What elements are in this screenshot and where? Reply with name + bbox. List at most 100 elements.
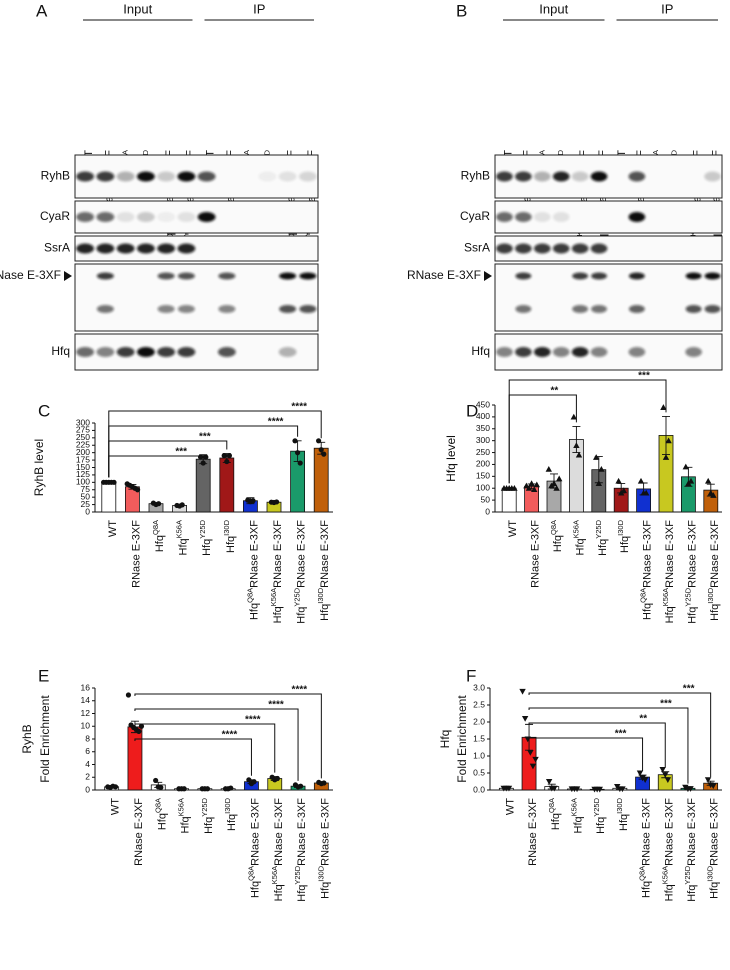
data-point bbox=[226, 453, 232, 459]
y-tick-label: 300 bbox=[76, 417, 90, 427]
y-axis-label: Fold Enrichment bbox=[38, 695, 52, 783]
label-name: Hfq bbox=[618, 814, 630, 831]
x-tick-label: HfqY25D bbox=[198, 519, 213, 555]
label-superscript: Y25D bbox=[200, 797, 209, 816]
label-name: Hfq bbox=[273, 884, 285, 901]
data-point bbox=[153, 777, 159, 784]
band bbox=[96, 212, 115, 222]
band bbox=[515, 212, 532, 222]
band bbox=[591, 305, 607, 313]
data-point bbox=[533, 481, 540, 488]
x-tick-label: HfqQ8A bbox=[547, 798, 562, 830]
bar bbox=[501, 487, 517, 513]
y-tick-label: 1.5 bbox=[473, 733, 485, 743]
label-superscript: K56A bbox=[571, 520, 580, 538]
label-name: Hfq bbox=[709, 882, 721, 899]
band bbox=[533, 243, 551, 254]
row-label: CyaR bbox=[460, 209, 490, 223]
data-point bbox=[545, 466, 552, 472]
y-tick-label: 0 bbox=[85, 784, 90, 794]
data-point bbox=[519, 688, 526, 695]
label-name: Hfq bbox=[640, 881, 652, 898]
band bbox=[218, 305, 236, 313]
x-tick-label: RNase E-3XF bbox=[527, 798, 539, 866]
x-tick-label: HfqQ8ARNase E-3XF bbox=[246, 798, 261, 898]
y-tick-label: 0.5 bbox=[473, 767, 485, 777]
y-tick-label: 300 bbox=[476, 435, 490, 445]
data-point bbox=[550, 480, 558, 487]
x-tick-label: HfqQ8ARNase E-3XF bbox=[639, 520, 654, 620]
label-superscript: Y25D bbox=[198, 519, 207, 538]
data-point bbox=[298, 783, 304, 789]
label-suffix: RNase E-3XF bbox=[709, 520, 721, 588]
band bbox=[197, 212, 216, 222]
band bbox=[177, 243, 196, 254]
label-superscript: K56A bbox=[660, 866, 669, 884]
label-name: Hfq bbox=[296, 885, 308, 902]
y-axis-label: Fold Enrichment bbox=[455, 695, 469, 783]
y-tick-label: 2.5 bbox=[473, 699, 485, 709]
label-superscript: I30D bbox=[616, 519, 625, 535]
x-tick-label: HfqI30DRNase E-3XF bbox=[316, 520, 331, 621]
significance-label: *** bbox=[660, 699, 672, 710]
band bbox=[177, 171, 196, 182]
data-point bbox=[528, 480, 535, 487]
data-point bbox=[615, 477, 622, 484]
band bbox=[571, 243, 589, 254]
y-tick-label: 200 bbox=[476, 459, 490, 469]
band bbox=[96, 243, 115, 254]
label-name: Hfq bbox=[686, 885, 698, 902]
y-tick-label: 6 bbox=[85, 746, 90, 756]
band bbox=[298, 171, 317, 182]
data-point bbox=[505, 785, 513, 792]
band bbox=[157, 171, 176, 182]
significance-bracket bbox=[134, 693, 322, 779]
label-name: RNase E-3XF bbox=[130, 520, 142, 588]
label-superscript: Y25D bbox=[594, 519, 603, 538]
data-point bbox=[200, 460, 206, 466]
x-tick-label: HfqI30D bbox=[223, 797, 238, 831]
label-suffix: RNase E-3XF bbox=[642, 520, 654, 588]
group-label: IP bbox=[253, 1, 265, 16]
label-superscript: Q8A bbox=[549, 520, 558, 535]
y-tick-label: 50 bbox=[81, 491, 91, 501]
y-tick-label: 0 bbox=[485, 506, 490, 516]
band bbox=[552, 243, 570, 254]
y-tick-label: 50 bbox=[481, 494, 491, 504]
data-point bbox=[511, 485, 518, 491]
x-tick-label: HfqK56A bbox=[571, 520, 586, 555]
blot-panel bbox=[74, 200, 319, 234]
label-name: Hfq bbox=[619, 536, 631, 553]
bar bbox=[127, 726, 143, 791]
label-superscript: Q8A bbox=[639, 588, 648, 603]
row-label: Hfq bbox=[471, 344, 490, 358]
label-name: RNase E-3XF bbox=[527, 798, 539, 866]
data-point bbox=[619, 786, 626, 793]
y-axis-label: RyhB level bbox=[32, 439, 46, 496]
label-superscript: Q8A bbox=[547, 798, 556, 813]
y-tick-label: 150 bbox=[476, 471, 490, 481]
label-suffix: RNase E-3XF bbox=[686, 520, 698, 588]
significance-bracket bbox=[528, 707, 689, 784]
x-tick-label: HfqY25D bbox=[594, 519, 609, 555]
row-label: SsrA bbox=[464, 241, 490, 255]
x-tick-label: HfqK56ARNase E-3XF bbox=[269, 520, 284, 624]
band bbox=[590, 171, 608, 182]
x-tick-label: HfqQ8A bbox=[151, 520, 166, 552]
band bbox=[572, 272, 589, 280]
significance-bracket bbox=[134, 723, 276, 773]
band bbox=[157, 347, 176, 357]
band bbox=[628, 171, 646, 182]
band bbox=[116, 243, 135, 254]
band bbox=[157, 212, 176, 222]
label-name: Hfq bbox=[154, 535, 166, 552]
data-point bbox=[297, 460, 303, 466]
label-name: Hfq bbox=[709, 604, 721, 621]
data-point bbox=[274, 775, 280, 782]
x-tick-label: HfqY25DRNase E-3XF bbox=[293, 520, 308, 624]
data-point bbox=[316, 438, 322, 444]
data-point bbox=[521, 716, 529, 722]
data-point bbox=[659, 767, 666, 773]
significance-label: *** bbox=[199, 432, 211, 443]
